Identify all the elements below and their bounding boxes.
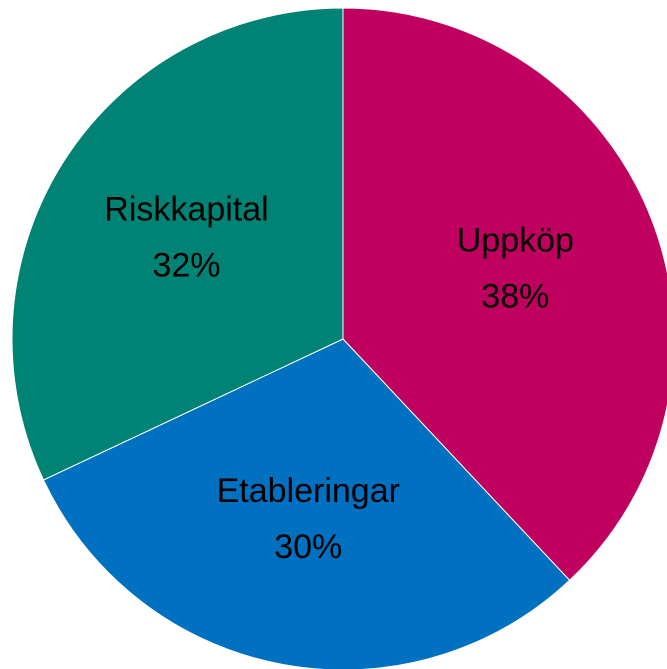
pie-slice: [42, 338, 571, 669]
pie-slice: [342, 7, 667, 581]
slice-category-label: Riskkapital: [104, 191, 268, 229]
slice-category-label: Uppköp: [457, 222, 574, 260]
slice-value-label: 38%: [481, 278, 549, 316]
slice-category-label: Etableringar: [217, 472, 400, 510]
slice-value-label: 32%: [152, 247, 220, 285]
pie-slice: [11, 7, 344, 481]
slice-value-label: 30%: [274, 528, 342, 566]
